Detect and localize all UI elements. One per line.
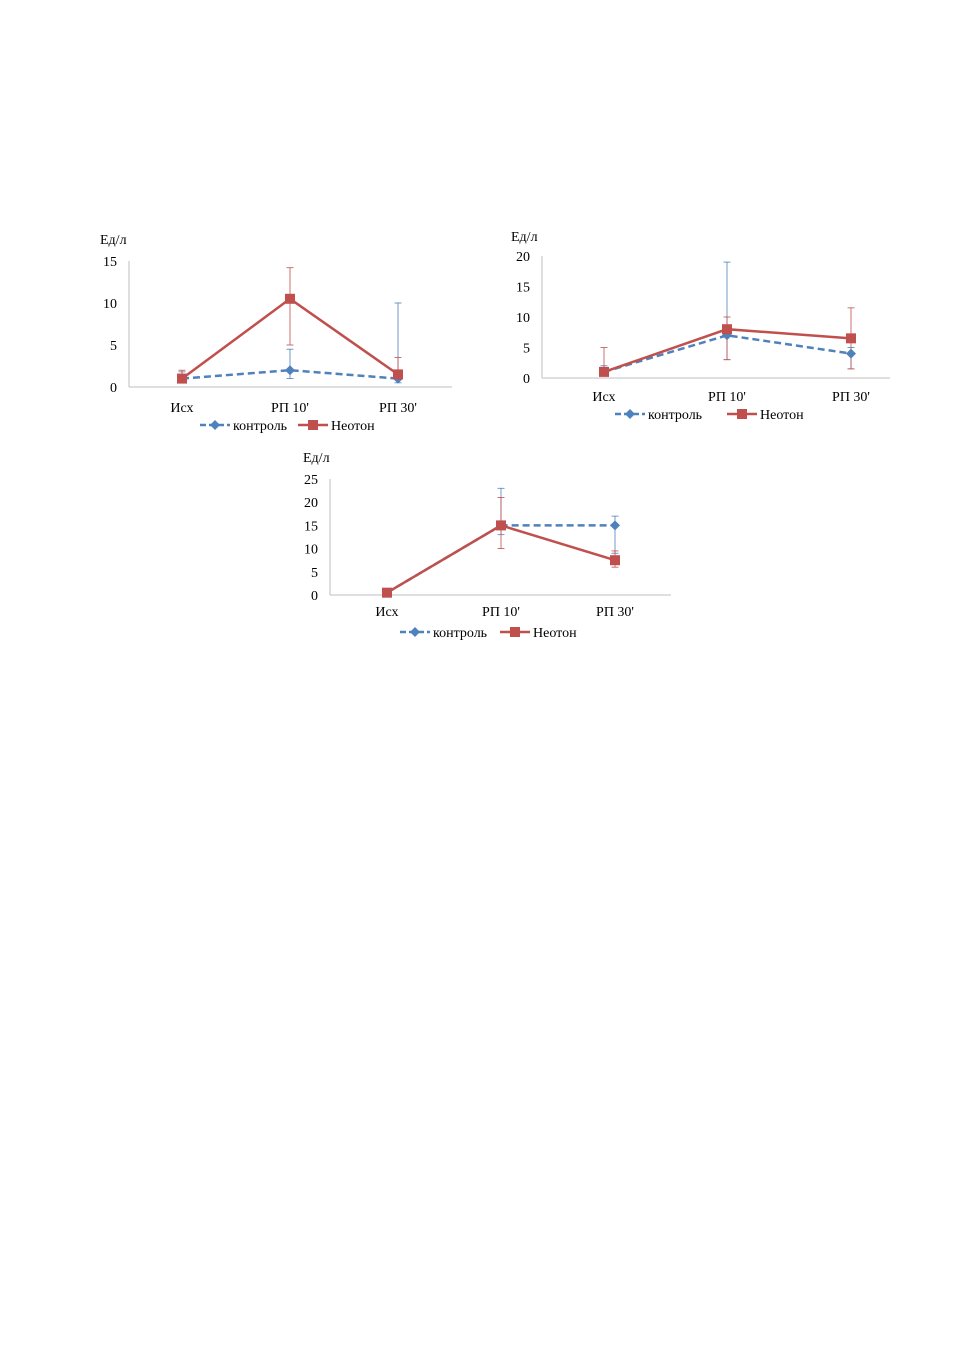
y-axis-unit-label: Ед/л [303,451,330,466]
data-point-Неотон [599,366,609,377]
chart-2: Ед/л 0 5 10 15 20 Исх РП 10' РП 30' контроль Неото… [511,230,890,423]
x-tick-label: РП 30' [596,605,634,620]
series-line-контроль [603,334,852,374]
data-point-контроль [846,348,856,359]
y-tick-label: 0 [110,381,117,396]
y-tick-label: 15 [304,519,318,534]
chart-1: Ед/л 0 5 10 15 Исх РП 10' РП 30' контроль Неотон [100,233,452,434]
legend-marker-Неотон [510,627,520,637]
data-point-Неотон [722,324,732,335]
legend: контроль Неотон [400,626,577,641]
legend-label-Неотон: Неотон [760,408,804,423]
data-point-Неотон [177,373,187,384]
x-tick-label: Исх [170,401,193,416]
x-tick-label: РП 30' [832,390,870,405]
y-tick-label: 5 [523,342,530,357]
data-point-Неотон [382,587,392,598]
legend: контроль Неотон [200,419,375,434]
data-point-Неотон [393,369,403,380]
data-point-Неотон [496,520,506,531]
x-tick-label: Исх [592,390,615,405]
data-point-Неотон [285,293,295,304]
data-point-Неотон [846,333,856,344]
y-tick-label: 0 [311,589,318,604]
legend-label-контроль: контроль [648,408,702,423]
y-axis-unit-label: Ед/л [100,233,127,248]
legend: контроль Неотон [615,408,804,423]
legend-marker-Неотон [737,409,747,419]
y-tick-label: 25 [304,473,318,488]
legend-marker-контроль [625,409,635,419]
y-tick-label: 20 [304,496,318,511]
y-tick-label: 10 [304,543,318,558]
legend-label-Неотон: Неотон [331,419,375,434]
x-tick-label: Исх [375,605,398,620]
data-point-Неотон [610,555,620,566]
y-tick-label: 20 [516,250,530,265]
data-point-контроль [610,520,620,531]
data-point-контроль [285,365,295,376]
chart-3: Ед/л 0 5 10 15 20 25 Исх РП 10' РП 30' контроль Нео… [303,451,671,641]
x-tick-label: РП 10' [271,401,309,416]
series-line-контроль [181,368,399,380]
x-tick-label: РП 10' [708,390,746,405]
legend-label-Неотон: Неотон [533,626,577,641]
y-tick-label: 5 [110,339,117,354]
y-tick-label: 0 [523,372,530,387]
legend-label-контроль: контроль [433,626,487,641]
x-tick-label: РП 30' [379,401,417,416]
legend-marker-контроль [410,627,420,637]
y-tick-label: 5 [311,566,318,581]
legend-label-контроль: контроль [233,419,287,434]
error-bar-Неотон [286,267,294,346]
y-tick-label: 15 [103,255,117,270]
y-tick-label: 15 [516,281,530,296]
y-tick-label: 10 [516,311,530,326]
legend-marker-Неотон [308,420,318,430]
y-axis-unit-label: Ед/л [511,230,538,245]
y-tick-label: 10 [103,297,117,312]
x-tick-label: РП 10' [482,605,520,620]
legend-marker-контроль [210,420,220,430]
